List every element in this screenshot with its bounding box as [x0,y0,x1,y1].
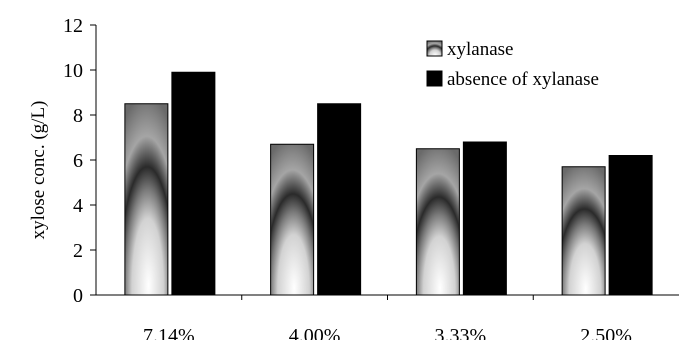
x-tick-label: 3.33% [435,325,487,340]
x-tick-label: 2.50% [580,325,632,340]
bar-xylanase-3 [561,166,606,296]
bar-xylanase-1 [270,143,315,296]
y-tick-label: 4 [73,195,83,217]
legend: xylanase absence of xylanase [426,39,599,90]
bar-absence-of-xylanase-0 [171,71,216,296]
bar-absence-of-xylanase-2 [462,141,507,296]
y-axis-title: xylose conc. (g/L) [28,101,49,240]
legend-swatch-xylanase [426,40,443,57]
y-tick-label: 6 [73,150,83,172]
bar-xylanase-2 [415,148,460,296]
bars [124,71,653,296]
bar-absence-of-xylanase-3 [608,155,653,296]
x-tick-label: 7.14% [143,325,195,340]
bar-absence-of-xylanase-1 [317,103,362,296]
x-axis-labels: 7.14% 4.00% 3.33% 2.50% [143,295,632,340]
legend-swatch-absence-of-xylanase [426,70,443,87]
legend-label: absence of xylanase [447,69,599,90]
legend-label: xylanase [447,39,513,60]
y-tick-label: 12 [63,15,83,37]
x-tick-label: 4.00% [289,325,341,340]
y-tick-label: 2 [73,240,83,262]
y-tick-label: 0 [73,285,83,307]
bar-xylanase-0 [124,103,169,296]
y-tick-label: 8 [73,105,83,127]
y-axis-ticks: 0 2 4 6 8 10 12 [63,15,96,307]
y-tick-label: 10 [63,60,83,82]
